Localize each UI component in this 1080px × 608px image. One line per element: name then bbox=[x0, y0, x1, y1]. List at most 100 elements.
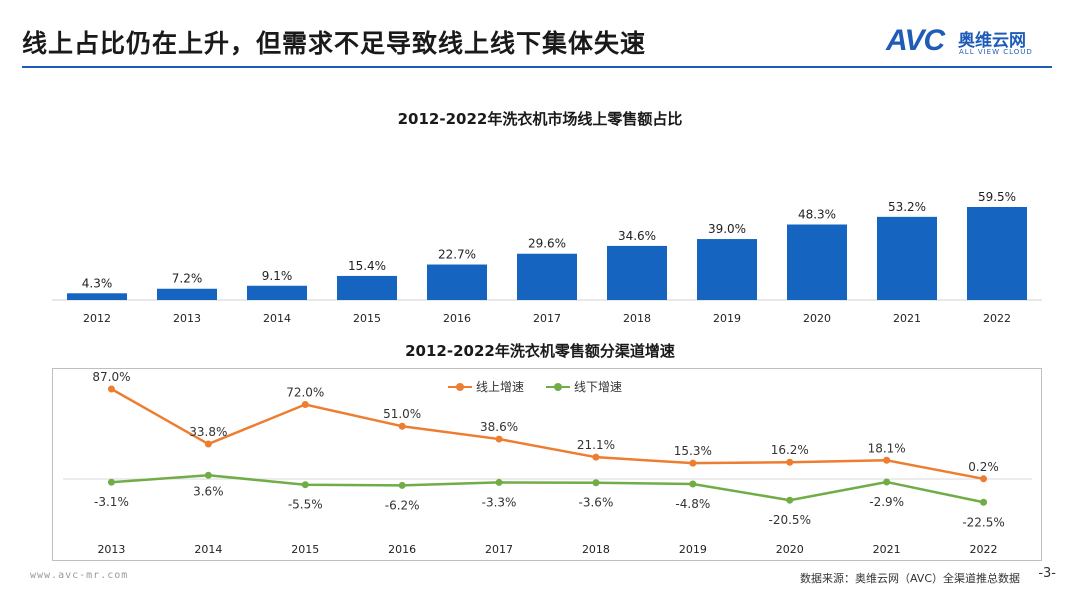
legend-item-online: 线上增速 bbox=[448, 378, 524, 395]
bar-label-2018: 34.6% bbox=[618, 229, 656, 243]
point-offline-2018 bbox=[592, 479, 600, 487]
bar-2017 bbox=[517, 253, 577, 300]
bar-label-2013: 7.2% bbox=[172, 272, 203, 286]
bar-x-tick-2020: 2020 bbox=[803, 312, 831, 325]
data-label-offline-2022: -22.5% bbox=[962, 515, 1004, 529]
point-offline-2019 bbox=[689, 480, 697, 488]
line-x-tick-2020: 2020 bbox=[776, 543, 804, 556]
line-x-tick-2018: 2018 bbox=[582, 543, 610, 556]
legend-swatch-online bbox=[448, 382, 472, 392]
bar-2016 bbox=[427, 264, 487, 300]
point-offline-2016 bbox=[398, 481, 406, 489]
data-label-offline-2015: -5.5% bbox=[288, 498, 323, 512]
point-online-2018 bbox=[592, 453, 600, 461]
bar-x-tick-2021: 2021 bbox=[893, 312, 921, 325]
bar-2022 bbox=[967, 207, 1027, 300]
legend-swatch-offline bbox=[546, 382, 571, 392]
bar-x-tick-2017: 2017 bbox=[533, 312, 561, 325]
legend-item-offline: 线下增速 bbox=[546, 378, 622, 395]
point-offline-2020 bbox=[786, 496, 794, 504]
data-label-offline-2021: -2.9% bbox=[869, 495, 904, 509]
line-chart-title: 2012-2022年洗衣机零售额分渠道增速 bbox=[405, 342, 675, 360]
avc-logo: AVC 奥维云网 ALL VIEW CLOUD bbox=[886, 24, 1046, 60]
logo-en-text: ALL VIEW CLOUD bbox=[959, 48, 1033, 56]
point-online-2022 bbox=[980, 475, 988, 483]
data-label-online-2018: 21.1% bbox=[577, 438, 615, 452]
point-online-2019 bbox=[689, 459, 697, 467]
bar-label-2012: 4.3% bbox=[82, 276, 113, 290]
line-x-tick-2021: 2021 bbox=[873, 543, 901, 556]
point-online-2015 bbox=[301, 401, 309, 409]
bar-2019 bbox=[697, 239, 757, 300]
bar-2013 bbox=[157, 288, 217, 300]
bar-x-tick-2019: 2019 bbox=[713, 312, 741, 325]
bar-label-2017: 29.6% bbox=[528, 237, 566, 251]
line-x-tick-2015: 2015 bbox=[291, 543, 319, 556]
bar-label-2020: 48.3% bbox=[798, 208, 836, 222]
line-x-tick-2016: 2016 bbox=[388, 543, 416, 556]
page-number: -3- bbox=[1038, 566, 1056, 581]
point-offline-2022 bbox=[980, 498, 988, 506]
line-chart-panel bbox=[52, 368, 1042, 561]
series-line-offline bbox=[111, 474, 984, 504]
line-x-tick-2019: 2019 bbox=[679, 543, 707, 556]
point-online-2017 bbox=[495, 435, 503, 443]
data-label-offline-2020: -20.5% bbox=[769, 513, 811, 527]
line-x-tick-2022: 2022 bbox=[970, 543, 998, 556]
bar-2021 bbox=[877, 216, 937, 300]
data-label-offline-2013: -3.1% bbox=[94, 495, 129, 509]
logo-cn-text: 奥维云网 bbox=[958, 31, 1026, 51]
legend-label-online: 线上增速 bbox=[476, 380, 525, 394]
bar-2015 bbox=[337, 275, 397, 300]
bar-x-tick-2014: 2014 bbox=[263, 312, 291, 325]
point-online-2021 bbox=[883, 456, 891, 464]
bar-x-tick-2018: 2018 bbox=[623, 312, 651, 325]
page-title: 线上占比仍在上升，但需求不足导致线上线下集体失速 bbox=[22, 29, 647, 58]
line-chart-legend: 线上增速 线下增速 bbox=[448, 378, 622, 395]
bar-x-tick-2013: 2013 bbox=[173, 312, 201, 325]
data-label-online-2020: 16.2% bbox=[771, 443, 809, 457]
point-online-2013 bbox=[107, 385, 115, 393]
data-label-offline-2014: 3.6% bbox=[193, 484, 224, 498]
point-online-2020 bbox=[786, 458, 794, 466]
data-label-online-2022: 0.2% bbox=[968, 460, 999, 474]
bar-2014 bbox=[247, 285, 307, 300]
bar-label-2022: 59.5% bbox=[978, 190, 1016, 204]
bar-2018 bbox=[607, 245, 667, 300]
bar-chart-title: 2012-2022年洗衣机市场线上零售额占比 bbox=[397, 110, 683, 128]
footer-source: 数据来源：奥维云网（AVC）全渠道推总数据 bbox=[799, 572, 1020, 585]
point-online-2014 bbox=[204, 440, 212, 448]
logo-mark: AVC bbox=[886, 24, 945, 57]
data-label-online-2017: 38.6% bbox=[480, 420, 518, 434]
bar-x-tick-2016: 2016 bbox=[443, 312, 471, 325]
bar-label-2019: 39.0% bbox=[708, 222, 746, 236]
data-label-online-2019: 15.3% bbox=[674, 444, 712, 458]
data-label-online-2014: 33.8% bbox=[189, 425, 227, 439]
series-line-online bbox=[110, 387, 984, 481]
point-online-2016 bbox=[398, 422, 406, 430]
bar-label-2014: 9.1% bbox=[262, 269, 293, 283]
bar-label-2015: 15.4% bbox=[348, 259, 386, 273]
legend-label-offline: 线下增速 bbox=[574, 380, 623, 394]
data-label-online-2021: 18.1% bbox=[868, 441, 906, 455]
data-label-online-2016: 51.0% bbox=[383, 407, 421, 421]
data-label-offline-2019: -4.8% bbox=[675, 497, 710, 511]
data-label-online-2013: 87.0% bbox=[92, 370, 130, 384]
data-label-online-2015: 72.0% bbox=[286, 386, 324, 400]
bar-x-tick-2012: 2012 bbox=[83, 312, 111, 325]
title-rule bbox=[22, 66, 1052, 68]
point-offline-2017 bbox=[495, 478, 503, 486]
footer-url: www.avc-mr.com bbox=[30, 570, 129, 581]
point-offline-2013 bbox=[107, 478, 115, 486]
line-x-tick-2017: 2017 bbox=[485, 543, 513, 556]
bar-label-2021: 53.2% bbox=[888, 200, 926, 214]
point-offline-2015 bbox=[301, 481, 309, 489]
bar-x-tick-2015: 2015 bbox=[353, 312, 381, 325]
data-label-offline-2018: -3.6% bbox=[579, 496, 614, 510]
bar-x-tick-2022: 2022 bbox=[983, 312, 1011, 325]
point-offline-2014 bbox=[204, 471, 212, 479]
line-x-tick-2013: 2013 bbox=[97, 543, 125, 556]
data-label-offline-2016: -6.2% bbox=[385, 498, 420, 512]
point-offline-2021 bbox=[883, 478, 891, 486]
